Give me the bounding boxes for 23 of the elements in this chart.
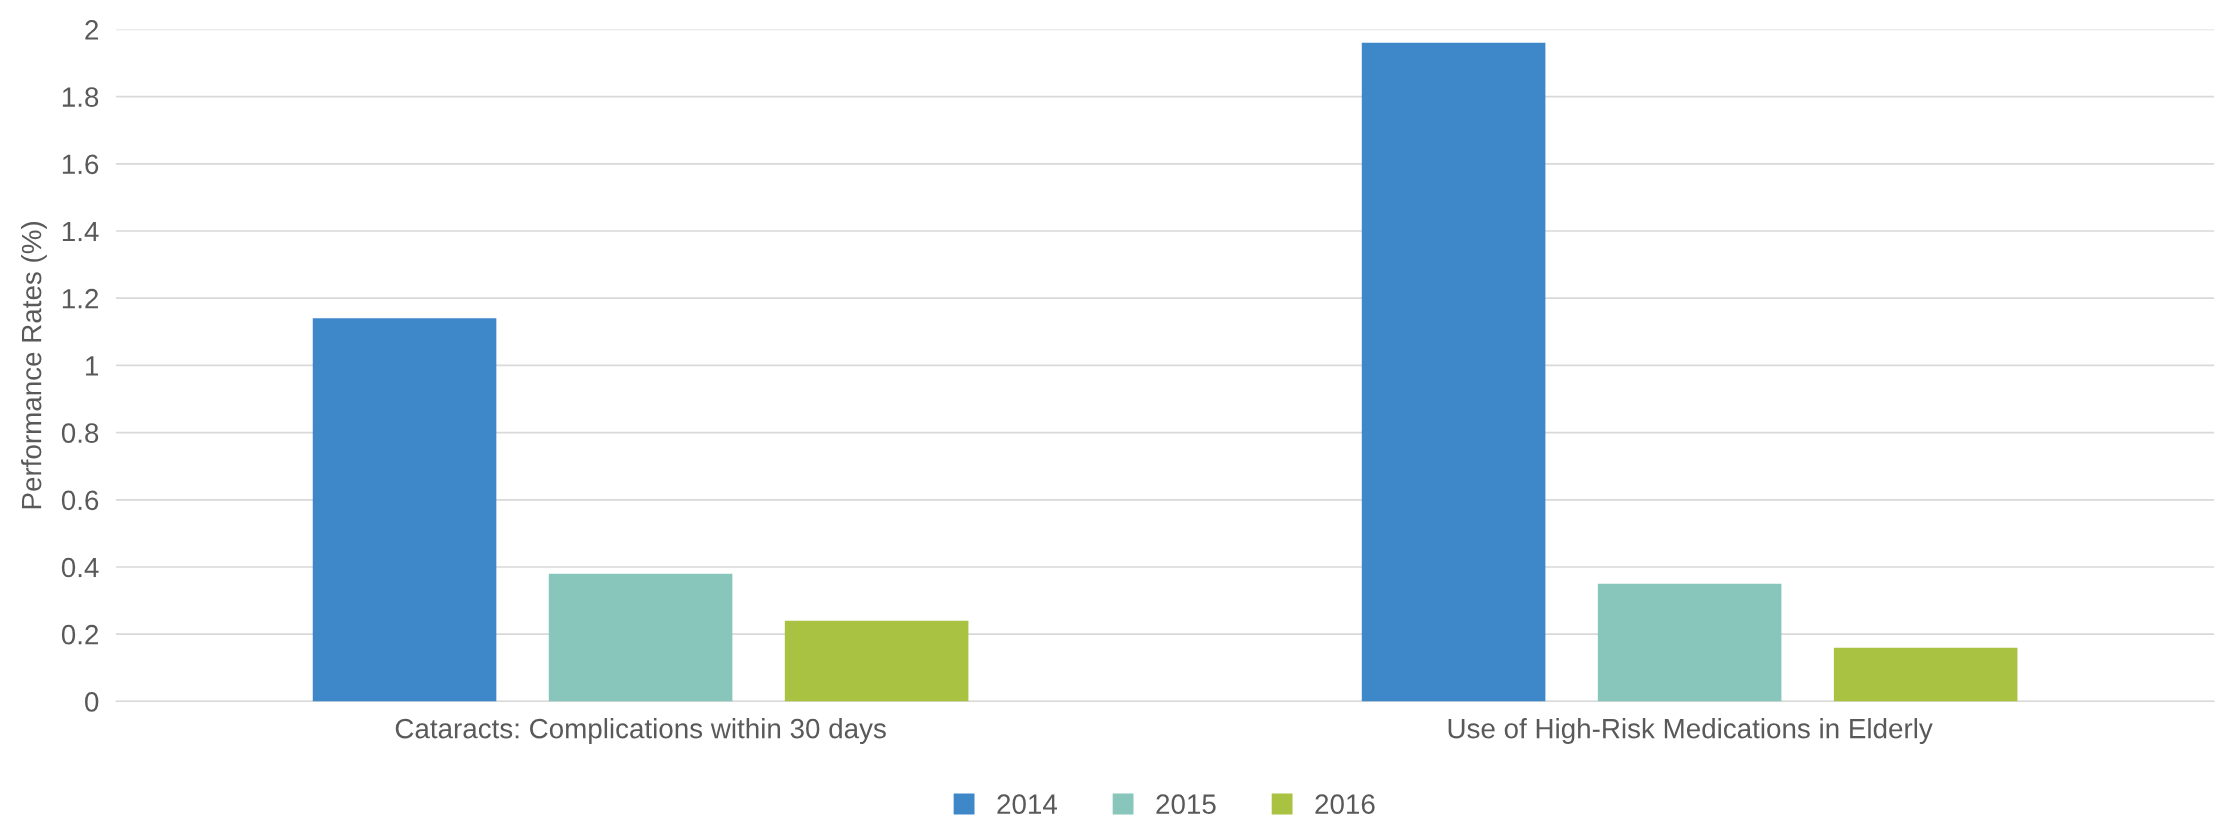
y-axis-title: Performance Rates (%) xyxy=(21,222,47,509)
x-tick-label: Cataracts: Complications within 30 days xyxy=(395,718,886,744)
bar xyxy=(784,620,969,702)
y-tick-label: 1 xyxy=(86,356,99,376)
bar xyxy=(1361,42,1546,702)
bar xyxy=(1597,583,1782,702)
y-tick-label: 0.6 xyxy=(61,490,99,511)
bar xyxy=(1833,647,2018,702)
y-tick-label: 1.2 xyxy=(62,288,99,309)
y-tick-label: 1.8 xyxy=(62,87,99,107)
y-tick-label: 2 xyxy=(85,20,98,40)
y-tick-label: 0.8 xyxy=(61,423,99,443)
y-tick-label: 0 xyxy=(85,692,99,712)
y-tick-label: 0.2 xyxy=(61,624,99,645)
y-tick-label: 0.4 xyxy=(61,557,99,578)
y-tick-label: 1.4 xyxy=(62,221,99,242)
bar xyxy=(312,318,497,702)
legend-label: 2016 xyxy=(1315,794,1375,814)
x-tick-label: Use of High-Risk Medications in Elderly xyxy=(1448,718,1933,744)
bar xyxy=(548,573,733,702)
legend-label: 2014 xyxy=(997,794,1058,814)
y-tick-label: 1.6 xyxy=(62,154,99,175)
legend-label: 2015 xyxy=(1156,794,1216,814)
